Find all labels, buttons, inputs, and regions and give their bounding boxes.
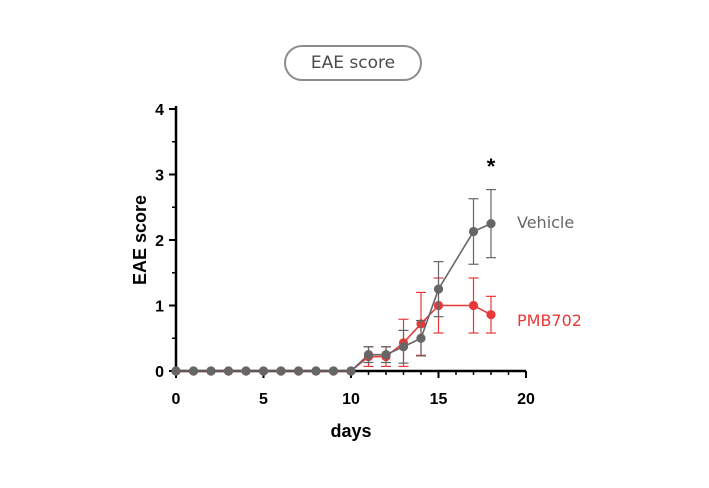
legend-label-vehicle: Vehicle — [517, 213, 574, 232]
data-point — [171, 366, 181, 376]
series-line — [176, 304, 492, 372]
data-point — [346, 366, 356, 376]
y-tick-label-0: 0 — [155, 364, 164, 381]
data-point — [188, 366, 199, 376]
data-point — [223, 366, 234, 376]
y-axis-label: EAE score — [130, 195, 150, 285]
data-point — [416, 333, 426, 343]
x-tick-label-0: 0 — [172, 391, 181, 408]
series-line — [176, 222, 492, 372]
data-point — [276, 366, 286, 376]
data-point — [311, 366, 321, 376]
legend-label-pmb702: PMB702 — [517, 311, 582, 330]
data-point — [381, 350, 391, 360]
data-point — [486, 310, 496, 320]
tick-marks — [169, 108, 527, 378]
data-point — [486, 219, 496, 229]
y-tick-label-2: 2 — [155, 233, 164, 250]
x-tick-label-15: 15 — [430, 391, 448, 408]
series-layer — [171, 188, 496, 376]
data-point — [258, 366, 269, 376]
significance-asterisk: * — [487, 154, 496, 179]
data-point — [293, 366, 304, 376]
series-pmb702 — [171, 277, 496, 376]
data-point — [328, 366, 339, 376]
series-vehicle — [171, 188, 496, 376]
data-point — [363, 350, 374, 360]
y-tick-label-1: 1 — [155, 299, 164, 316]
x-axis-label: days — [330, 421, 371, 441]
tick-labels: 0 5 10 15 20 0 1 2 3 4 — [155, 102, 535, 408]
data-point — [206, 366, 216, 376]
data-point — [468, 226, 479, 237]
chart-title: EAE score — [284, 45, 422, 81]
y-tick-label-3: 3 — [155, 168, 164, 185]
data-point — [241, 366, 251, 376]
x-tick-label-5: 5 — [259, 391, 268, 408]
y-tick-label-4: 4 — [155, 102, 164, 119]
data-point — [398, 342, 409, 352]
x-tick-label-10: 10 — [342, 391, 360, 408]
data-point — [468, 300, 479, 311]
data-point — [433, 284, 444, 294]
x-tick-label-20: 20 — [517, 391, 535, 408]
